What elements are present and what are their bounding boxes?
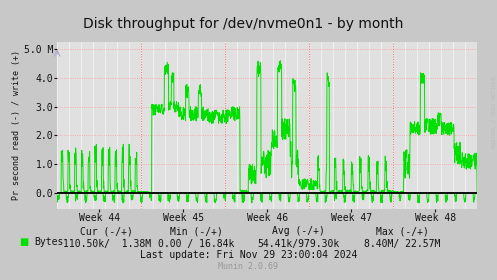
Text: Max (-/+): Max (-/+) [376, 226, 429, 236]
Text: Min (-/+): Min (-/+) [170, 226, 223, 236]
Text: 54.41k/979.30k: 54.41k/979.30k [257, 239, 339, 249]
Text: 8.40M/ 22.57M: 8.40M/ 22.57M [364, 239, 441, 249]
Text: Munin 2.0.69: Munin 2.0.69 [219, 262, 278, 271]
Text: Last update: Fri Nov 29 23:00:04 2024: Last update: Fri Nov 29 23:00:04 2024 [140, 250, 357, 260]
Text: 110.50k/  1.38M: 110.50k/ 1.38M [63, 239, 151, 249]
Text: Disk throughput for /dev/nvme0n1 - by month: Disk throughput for /dev/nvme0n1 - by mo… [83, 17, 404, 31]
Text: Cur (-/+): Cur (-/+) [81, 226, 133, 236]
Text: Bytes: Bytes [34, 237, 63, 247]
Text: ■: ■ [19, 237, 28, 247]
Text: RRDTOOL / TOBI OETIKER: RRDTOOL / TOBI OETIKER [491, 76, 496, 148]
Text: 0.00 / 16.84k: 0.00 / 16.84k [158, 239, 235, 249]
Text: Avg (-/+): Avg (-/+) [272, 226, 325, 236]
Y-axis label: Pr second read (-) / write (+): Pr second read (-) / write (+) [12, 50, 21, 200]
